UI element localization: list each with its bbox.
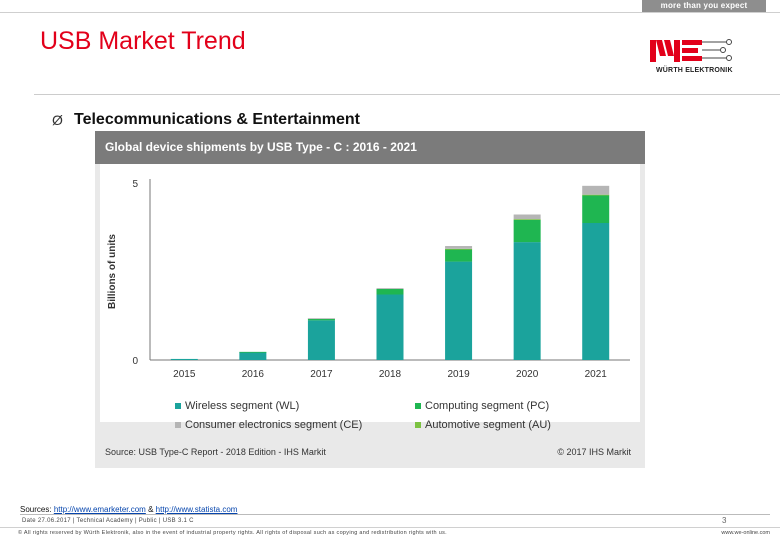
chart-title: Global device shipments by USB Type - C … — [105, 140, 417, 154]
wurth-logo-icon — [650, 39, 732, 62]
chart-legend: Wireless segment (WL) Computing segment … — [170, 393, 640, 433]
bar-segment — [582, 223, 610, 360]
bar-segment — [445, 248, 473, 250]
usb-chart-figure: Global device shipments by USB Type - C … — [95, 131, 645, 468]
footer-rule — [20, 514, 770, 515]
emarketer-link[interactable]: http://www.emarketer.com — [53, 505, 146, 514]
bar-segment — [239, 351, 267, 353]
chart-title-bar: Global device shipments by USB Type - C … — [95, 131, 645, 164]
bar-segment — [376, 288, 404, 289]
y-axis-label: Billions of units — [107, 234, 118, 309]
bar-segment — [582, 195, 610, 224]
bar-segment — [307, 318, 335, 320]
page-number: 3 — [722, 516, 727, 525]
legend-swatch — [175, 422, 181, 428]
legend-label: Automotive segment (AU) — [425, 419, 551, 431]
chart-plot: 0 5 Billions of units 2015 2016 2017 2018 2019 2… — [107, 179, 630, 380]
y-tick-label: 0 — [132, 356, 138, 367]
x-tick-label: 2017 — [310, 369, 333, 380]
bar-segment — [445, 261, 473, 360]
bar-segment — [307, 318, 335, 321]
x-tick-label: 2020 — [516, 369, 539, 380]
website-text: www.we-online.com — [721, 530, 770, 536]
footer-rule-bottom — [0, 527, 780, 528]
bar-segment — [376, 294, 404, 360]
x-tick-label: 2021 — [585, 369, 608, 380]
bar-segment — [239, 352, 267, 360]
legend-swatch — [415, 403, 421, 409]
bar-segment — [513, 219, 541, 243]
bar-segment — [513, 242, 541, 360]
legal-notice: © All rights reserved by Würth Elektroni… — [18, 530, 447, 536]
x-tick-label: 2015 — [173, 369, 196, 380]
legend-swatch — [415, 422, 421, 428]
legend-item-computing: Computing segment (PC) — [415, 400, 549, 412]
bar-segment — [445, 249, 473, 262]
header-divider — [34, 94, 780, 95]
bar-segment — [513, 214, 541, 220]
bar-segment — [307, 320, 335, 360]
legend-swatch — [175, 403, 181, 409]
footer-meta: Date 27.06.2017 | Technical Academy | Pu… — [22, 518, 194, 524]
statista-link[interactable]: http://www.statista.com — [155, 505, 238, 514]
chart-copyright: © 2017 IHS Markit — [557, 447, 631, 457]
top-rule — [0, 12, 780, 13]
bar-segment — [582, 185, 610, 195]
legend-item-automotive: Automotive segment (AU) — [415, 419, 551, 431]
page-title: USB Market Trend — [40, 27, 246, 55]
bar-segment — [513, 219, 541, 220]
bullet-heading: Telecommunications & Entertainment — [74, 111, 360, 128]
y-tick-label: 5 — [132, 179, 138, 190]
legend-label: Computing segment (PC) — [425, 400, 550, 412]
bar-segment — [170, 358, 198, 360]
bullet-arrow-icon: Ø — [52, 112, 63, 128]
plot-panel — [100, 164, 640, 422]
x-tick-label: 2019 — [447, 369, 470, 380]
logo-wordmark: WÜRTH ELEKTRONIK — [656, 67, 733, 74]
bar-segment — [445, 246, 473, 249]
legend-label: Wireless segment (WL) — [185, 400, 300, 412]
sources-prefix: Sources: — [20, 505, 52, 514]
legend-label: Consumer electronics segment (CE) — [185, 419, 363, 431]
bar-segment — [376, 288, 404, 295]
bar-segment — [582, 194, 610, 196]
x-tick-label: 2018 — [379, 369, 402, 380]
legend-item-wireless: Wireless segment (WL) — [175, 400, 299, 412]
x-tick-label: 2016 — [242, 369, 265, 380]
legend-item-consumer: Consumer electronics segment (CE) — [175, 419, 362, 431]
sources-line: Sources: http://www.emarketer.com & http… — [20, 505, 237, 514]
tagline: more than you expect — [642, 0, 766, 12]
chart-source: Source: USB Type-C Report - 2018 Edition… — [105, 447, 326, 457]
sources-separator: & — [148, 505, 154, 514]
